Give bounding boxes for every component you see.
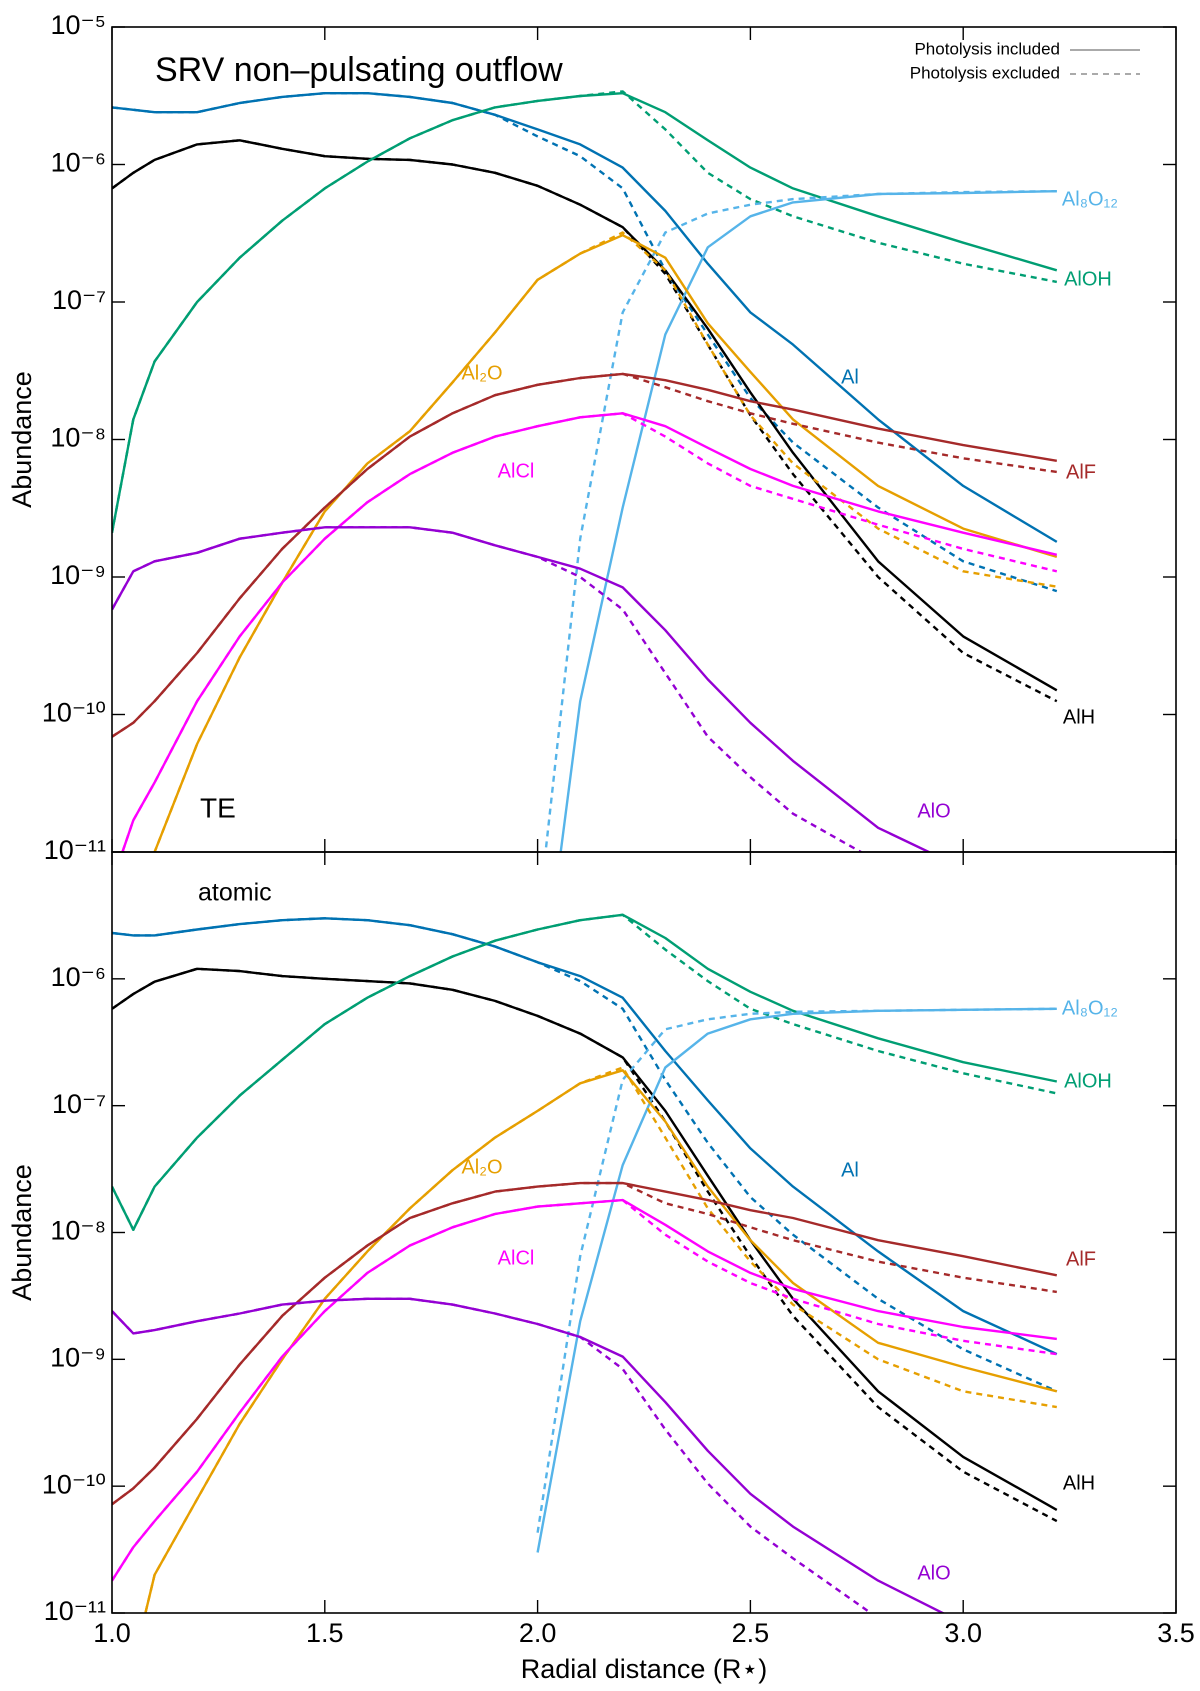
panel-label: atomic	[198, 879, 272, 907]
y-tick-label: 10⁻⁹	[50, 560, 106, 590]
x-tick-label: 3.5	[1157, 1618, 1195, 1648]
series-line-dashed	[112, 526, 864, 852]
x-tick-label: 1.0	[93, 1618, 131, 1648]
y-axis-label: Abundance	[7, 1164, 37, 1301]
series-label: Al₈O₁₂	[1062, 188, 1118, 210]
series-label: Al₂O	[461, 1156, 502, 1178]
y-tick-label: 10⁻¹⁰	[42, 1469, 106, 1499]
series-line-dashed	[112, 1181, 1057, 1506]
series-label: AlH	[1063, 706, 1095, 728]
series-line	[559, 190, 1057, 852]
y-tick-label: 10⁻⁶	[51, 148, 106, 178]
x-tick-label: 2.5	[732, 1618, 770, 1648]
series-line-dashed	[112, 917, 1058, 1393]
y-tick-label: 10⁻⁷	[52, 285, 106, 315]
series-line-dashed	[536, 1007, 1057, 1533]
series-label: Al₂O	[461, 362, 502, 384]
series-label: AlOH	[1064, 268, 1112, 290]
series-line-dashed	[112, 90, 1058, 533]
y-tick-label: 10⁻⁸	[50, 423, 106, 453]
series-label: Al	[841, 366, 859, 388]
series-line	[112, 967, 1058, 1511]
series-line-dashed	[121, 412, 1058, 852]
y-tick-label: 10⁻¹¹	[44, 835, 106, 865]
x-tick-label: 1.5	[306, 1618, 344, 1648]
series-line-dashed	[112, 372, 1057, 738]
series-line-dashed	[544, 190, 1057, 852]
series-label: AlO	[917, 800, 950, 822]
series-line-dashed	[112, 913, 1058, 1231]
y-tick-label: 10⁻⁵	[51, 10, 106, 40]
series-line-dashed	[153, 231, 1057, 852]
x-axis-label: Radial distance (R⋆)	[521, 1654, 768, 1684]
series-line	[112, 139, 1058, 692]
y-tick-label: 10⁻⁶	[51, 962, 106, 992]
series-label: AlF	[1066, 461, 1096, 483]
series-label: AlOH	[1064, 1070, 1112, 1092]
series-line-dashed	[112, 1297, 873, 1613]
y-axis-label: Abundance	[7, 371, 37, 508]
series-line	[112, 526, 932, 852]
y-tick-label: 10⁻⁸	[50, 1216, 106, 1246]
x-tick-label: 3.0	[944, 1618, 982, 1648]
series-label: Al₈O₁₂	[1062, 997, 1118, 1019]
series-label: AlH	[1063, 1472, 1095, 1494]
series-line	[112, 1181, 1058, 1506]
panel-label: TE	[200, 792, 236, 823]
y-tick-label: 10⁻¹⁰	[42, 698, 106, 728]
series-line-dashed	[112, 139, 1058, 703]
series-line	[112, 1198, 1057, 1582]
series-label: AlCl	[498, 1247, 535, 1269]
series-line-dashed	[112, 1198, 1057, 1582]
plot-area	[112, 913, 1058, 1613]
y-tick-label: 10⁻⁷	[52, 1089, 106, 1119]
series-label: AlF	[1066, 1248, 1096, 1270]
series-line-dashed	[112, 967, 1058, 1523]
legend-label: Photolysis included	[914, 39, 1060, 58]
y-tick-label: 10⁻⁹	[50, 1342, 106, 1372]
chart-title: SRV non–pulsating outflow	[155, 51, 563, 89]
series-label: AlO	[917, 1562, 950, 1584]
series-line	[121, 412, 1058, 852]
series-label: AlCl	[498, 460, 535, 482]
series-line	[153, 234, 1058, 852]
series-line-dashed	[112, 92, 1058, 593]
legend-label: Photolysis excluded	[910, 63, 1060, 82]
plot-frame	[111, 26, 1177, 853]
plot-area	[112, 90, 1058, 852]
x-tick-label: 2.0	[519, 1618, 557, 1648]
series-line	[112, 1297, 946, 1613]
y-tick-label: 10⁻¹¹	[44, 1596, 106, 1626]
series-line-dashed	[144, 1066, 1057, 1613]
series-label: Al	[841, 1159, 859, 1181]
